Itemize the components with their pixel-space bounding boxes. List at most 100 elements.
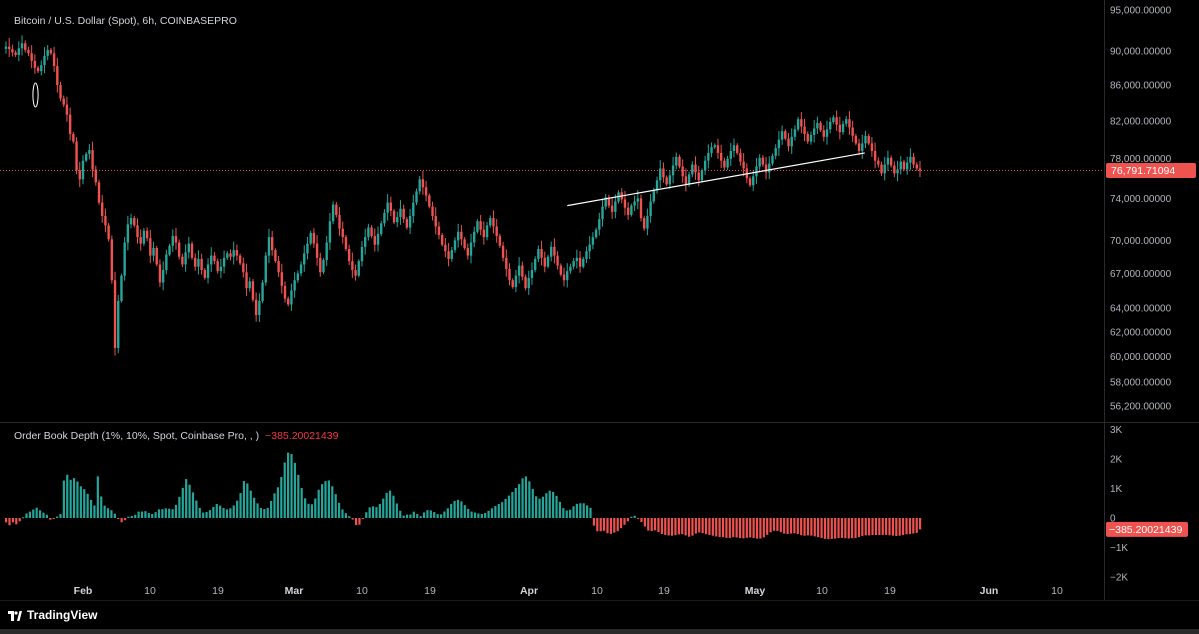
depth-bar: [687, 518, 691, 537]
price-axis[interactable]: 95,000.00000 90,000.00000 86,000.00000 82,0…: [1106, 6, 1196, 413]
depth-bar: [844, 518, 847, 539]
depth-bar: [487, 510, 490, 518]
candle: [139, 229, 142, 251]
candle: [303, 245, 306, 272]
time-tick-label: 19: [424, 585, 436, 597]
depth-bar: [49, 518, 52, 520]
candle: [838, 116, 842, 140]
candle: [351, 252, 354, 278]
depth-bar: [399, 510, 402, 518]
depth-bar: [5, 518, 8, 523]
candle: [88, 144, 91, 160]
candle: [200, 253, 203, 275]
indicator-legend[interactable]: Order Book Depth (1%, 10%, Spot, Coinbas…: [14, 430, 338, 442]
candle: [81, 155, 85, 185]
indicator-title: Order Book Depth (1%, 10%, Spot, Coinbas…: [14, 430, 260, 442]
depth-tick-label: 1K: [1110, 484, 1123, 495]
depth-bar: [134, 514, 137, 518]
annotation-ellipse[interactable]: [32, 82, 39, 108]
candle: [107, 222, 110, 242]
depth-bar: [76, 481, 79, 518]
candle: [822, 125, 825, 142]
candle: [46, 45, 49, 61]
depth-bar: [429, 510, 432, 518]
depth-bar: [242, 480, 246, 518]
candle: [665, 175, 668, 187]
depth-bar: [470, 511, 473, 518]
depth-bar: [334, 494, 337, 518]
candle: [777, 131, 781, 156]
candle: [261, 279, 264, 304]
depth-bar: [361, 518, 364, 519]
depth-bar: [344, 513, 347, 518]
depth-bar: [161, 509, 164, 518]
depth-bar: [704, 518, 708, 535]
depth-histogram: [5, 452, 922, 540]
candle: [610, 197, 614, 219]
depth-bar: [103, 505, 106, 518]
depth-bar: [507, 495, 511, 518]
candle: [4, 41, 8, 54]
depth-bar: [827, 518, 830, 540]
time-axis[interactable]: Feb 10 19 Mar 10 19 Apr 10 19 May 10 19 Jun 10: [74, 585, 1063, 597]
depth-bar: [813, 518, 816, 537]
depth-bar: [191, 492, 195, 518]
depth-bar: [358, 518, 361, 525]
candle: [447, 243, 450, 267]
trendline[interactable]: [567, 152, 865, 207]
price-scale-panel[interactable]: [1104, 0, 1199, 600]
candle: [40, 60, 43, 76]
depth-bar: [708, 518, 711, 535]
depth-bar: [626, 518, 629, 522]
depth-bar: [171, 509, 174, 518]
depth-bar: [147, 512, 150, 518]
indicator-value: −385.20021439: [265, 430, 339, 442]
candle: [431, 201, 434, 221]
depth-bar: [86, 493, 89, 518]
depth-bar: [72, 478, 76, 518]
depth-value-label: −385.20021439: [1109, 524, 1182, 536]
depth-bar: [236, 500, 239, 518]
candle: [800, 111, 803, 134]
candle: [642, 215, 646, 231]
depth-bar: [864, 518, 867, 536]
candle: [142, 227, 146, 247]
depth-bar: [701, 518, 704, 534]
candle: [543, 251, 546, 273]
depth-bar: [834, 518, 837, 539]
candle: [655, 176, 659, 194]
candle: [36, 65, 40, 73]
candle: [787, 133, 790, 152]
depth-bar: [463, 505, 466, 518]
depth-bar: [494, 506, 497, 518]
candle: [803, 118, 806, 142]
candle: [614, 194, 617, 219]
candle: [242, 257, 245, 278]
candle: [338, 207, 341, 236]
candle: [739, 148, 742, 166]
candle: [363, 228, 367, 255]
candle: [537, 245, 540, 263]
candle: [270, 230, 274, 256]
candle: [700, 168, 704, 183]
depth-bar: [589, 507, 592, 518]
candle: [43, 47, 46, 74]
candle: [816, 116, 819, 135]
candle: [424, 180, 428, 202]
candle: [84, 152, 88, 163]
depth-bar: [178, 496, 181, 518]
tradingview-brand[interactable]: TradingView: [8, 608, 97, 622]
chart-overlays: [0, 82, 1104, 207]
depth-bar: [273, 493, 276, 518]
depth-bar: [110, 510, 113, 518]
depth-axis[interactable]: 3K 2K 1K 0 −1K −2K −385.20021439: [1106, 425, 1188, 584]
candle: [854, 133, 858, 146]
depth-bar: [769, 518, 772, 533]
candle: [27, 46, 30, 57]
depth-bar: [188, 484, 191, 518]
depth-bar: [599, 518, 602, 532]
symbol-title[interactable]: Bitcoin / U.S. Dollar (Spot), 6h, COINBA…: [14, 15, 237, 27]
depth-bar: [120, 518, 123, 523]
